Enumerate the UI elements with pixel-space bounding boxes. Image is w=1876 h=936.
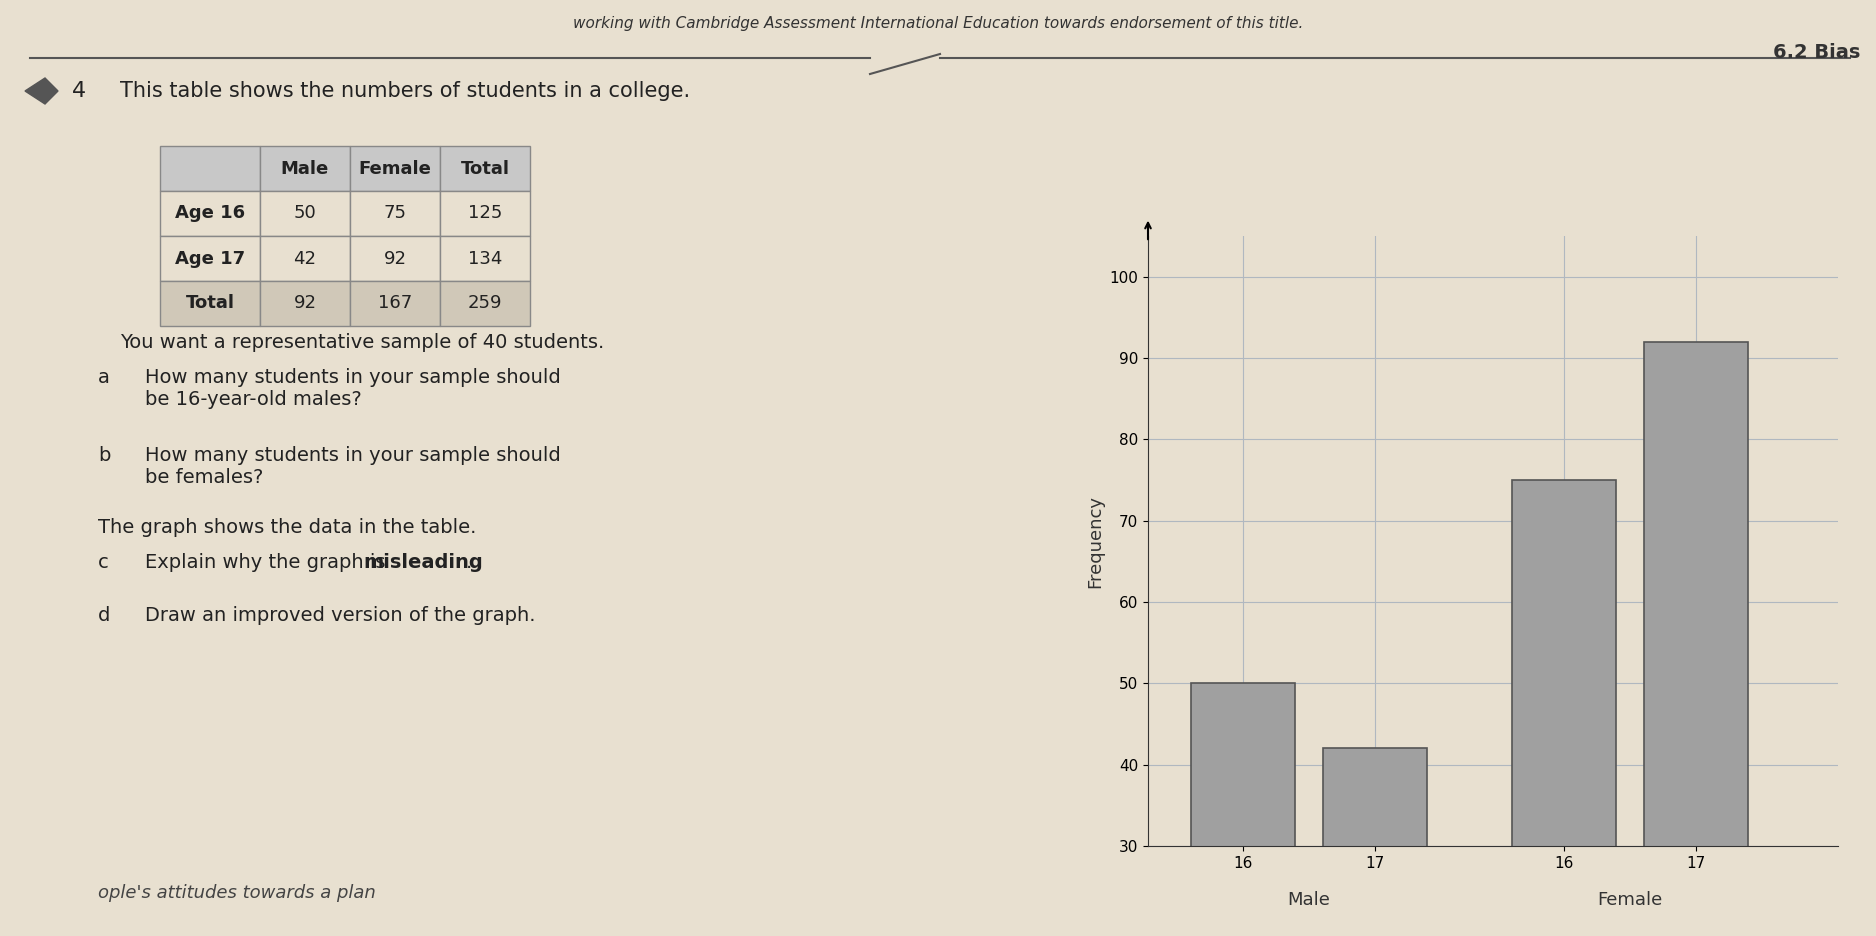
Text: 50: 50 [295,204,317,223]
Text: Total: Total [460,159,510,178]
Bar [261,236,351,281]
Bar [441,236,531,281]
Text: How many students in your sample should
be females?: How many students in your sample should … [144,446,561,487]
Text: 6.2 Bias: 6.2 Bias [1773,43,1859,62]
Text: a: a [98,368,111,387]
Bar [441,281,531,326]
Bar [351,146,441,191]
Text: working with Cambridge Assessment International Education towards endorsement of: working with Cambridge Assessment Intern… [572,16,1304,31]
Bar [441,146,531,191]
Bar [1512,480,1615,936]
Bar [261,281,351,326]
Text: 42: 42 [293,250,317,268]
Text: 125: 125 [467,204,503,223]
Text: .: . [465,553,473,572]
Bar [1191,683,1294,936]
Text: c: c [98,553,109,572]
Text: Male: Male [1287,891,1330,909]
Text: misleading: misleading [362,553,482,572]
Text: 92: 92 [383,250,407,268]
Y-axis label: Frequency: Frequency [1086,494,1103,588]
Text: You want a representative sample of 40 students.: You want a representative sample of 40 s… [120,333,604,352]
Text: b: b [98,446,111,465]
Polygon shape [24,78,58,104]
Bar [1643,342,1748,936]
Text: 92: 92 [293,295,317,313]
Text: This table shows the numbers of students in a college.: This table shows the numbers of students… [120,81,690,101]
Text: Age 16: Age 16 [174,204,246,223]
Text: Male: Male [281,159,328,178]
Bar [351,281,441,326]
Text: Female: Female [1598,891,1662,909]
Bar [159,146,261,191]
Text: Age 17: Age 17 [174,250,246,268]
Bar [1323,749,1428,936]
Text: d: d [98,606,111,625]
Bar [351,191,441,236]
Text: 134: 134 [467,250,503,268]
Text: How many students in your sample should
be 16-year-old males?: How many students in your sample should … [144,368,561,409]
Text: The graph shows the data in the table.: The graph shows the data in the table. [98,518,477,537]
Text: Total: Total [186,295,234,313]
Text: Female: Female [358,159,431,178]
Bar [261,191,351,236]
Text: Draw an improved version of the graph.: Draw an improved version of the graph. [144,606,535,625]
Bar [159,281,261,326]
Bar [261,146,351,191]
Text: 75: 75 [383,204,407,223]
Text: Explain why the graph is: Explain why the graph is [144,553,392,572]
Text: 4: 4 [71,81,86,101]
Text: 259: 259 [467,295,503,313]
Bar [159,191,261,236]
Text: ople's attitudes towards a plan: ople's attitudes towards a plan [98,884,375,902]
Text: 167: 167 [377,295,413,313]
Bar [441,191,531,236]
Bar [159,236,261,281]
Bar [351,236,441,281]
